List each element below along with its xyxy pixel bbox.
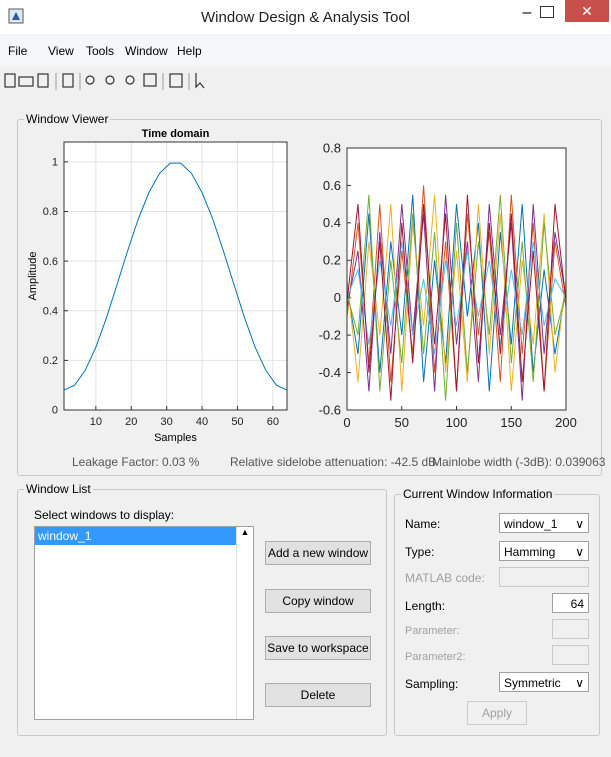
preview-icon[interactable] (37, 73, 49, 88)
y-tick-label: 0.8 (43, 206, 58, 218)
axes-box (63, 141, 288, 411)
window-title: Window Design & Analysis Tool (201, 9, 410, 26)
toolbar (4, 73, 205, 90)
zoom-in-icon[interactable] (85, 75, 95, 85)
panel-title: Window Viewer (24, 112, 111, 126)
app-icon (8, 8, 24, 24)
panel-title: Current Window Information (401, 487, 555, 501)
x-tick-label: 50 (231, 416, 243, 428)
delete-button[interactable]: Delete (265, 683, 371, 707)
y-tick-label: 0 (334, 290, 341, 305)
window-viewer-panel: Window Viewer (17, 112, 602, 476)
plot-lines (346, 185, 567, 401)
list-item[interactable]: window_1 (35, 527, 237, 545)
x-tick-label: 0 (343, 415, 350, 430)
minimize-button[interactable]: – (522, 4, 532, 21)
y-tick-label: 0.2 (323, 253, 341, 268)
help-icon[interactable] (195, 73, 205, 89)
data-line (346, 194, 567, 401)
field-value: Hamming (504, 545, 556, 559)
chart-title: Time domain (142, 128, 210, 140)
leakage-factor: Leakage Factor: 0.03 % (72, 455, 200, 469)
field-value: Symmetric (504, 676, 561, 690)
length-field[interactable]: 64 (552, 593, 589, 613)
x-tick-label: 40 (196, 416, 208, 428)
copy-icon[interactable] (62, 73, 74, 88)
x-tick-label: 100 (446, 415, 468, 430)
y-tick-label: 0.6 (323, 178, 341, 193)
zoom-x-icon[interactable] (105, 75, 115, 85)
save-workspace-button[interactable]: Save to workspace (265, 636, 371, 660)
menu-item[interactable]: Tools (86, 44, 115, 58)
mainlobe-width: Mainlobe width (-3dB): 0.039063 (432, 455, 606, 469)
parameter-field (552, 619, 589, 639)
data-line (63, 162, 288, 391)
y-tick-label: 0.8 (323, 140, 341, 155)
menu-item[interactable]: View (48, 44, 74, 58)
y-tick-label: 0 (52, 405, 58, 417)
data-line (346, 194, 567, 401)
sampling-dropdown[interactable]: Symmetric ∨ (499, 672, 589, 692)
apply-button[interactable]: Apply (467, 701, 527, 725)
menu-bar: File View Tools Window Help (0, 34, 611, 66)
field-label: Name: (405, 517, 441, 531)
field-value: window_1 (504, 517, 558, 531)
list-prompt: Select windows to display: (34, 508, 175, 522)
time-domain-chart: 0 0.2 0.4 0.6 0.8 1 10 20 30 40 50 60 Time domain Sam… (27, 128, 288, 444)
copy-window-button[interactable]: Copy window (265, 589, 371, 613)
window-list-panel: Window List Select windows to display: w… (17, 482, 387, 736)
y-tick-label: 0.4 (323, 215, 341, 230)
x-tick-label: 150 (500, 415, 522, 430)
y-tick-label: 1 (52, 157, 58, 169)
plot-area (64, 142, 287, 410)
full-view-icon[interactable] (143, 73, 157, 87)
y-tick-label: 0.4 (43, 305, 58, 317)
y-tick-label: -0.6 (319, 402, 341, 417)
x-tick-label: 60 (267, 416, 279, 428)
y-tick-label: 0.2 (43, 355, 58, 367)
field-label: MATLAB code: (405, 571, 485, 585)
panel-title: Window List (24, 482, 93, 496)
field-value: 64 (570, 597, 584, 611)
add-window-button[interactable]: Add a new window (265, 541, 371, 565)
window-listbox[interactable]: window_1 ▲ (34, 526, 254, 720)
field-label: Sampling: (405, 677, 459, 691)
axes-box (346, 147, 567, 411)
x-tick-label: 20 (125, 416, 137, 428)
y-tick-label: -0.2 (319, 327, 341, 342)
print-icon[interactable] (18, 76, 34, 87)
field-label: Length: (405, 599, 446, 613)
y-axis-label: Amplitude (27, 252, 39, 301)
menu-item[interactable]: File (8, 44, 28, 58)
maximize-button[interactable] (540, 6, 554, 18)
menu-item[interactable]: Window (125, 44, 168, 58)
new-icon[interactable] (4, 73, 16, 88)
x-tick-label: 30 (161, 416, 173, 428)
close-button[interactable]: ✕ (565, 0, 609, 22)
y-tick-label: 0.6 (43, 256, 58, 268)
data-line (346, 241, 567, 354)
title-bar: Window Design & Analysis Tool – ✕ (0, 0, 611, 34)
x-tick-label: 200 (555, 415, 577, 430)
sidelobe-attenuation: Relative sidelobe attenuation: -42.5 dB (230, 455, 437, 469)
name-dropdown[interactable]: window_1 ∨ (499, 513, 589, 533)
code-field (499, 567, 589, 587)
zoom-y-icon[interactable] (125, 75, 135, 85)
legend-icon[interactable] (169, 73, 183, 88)
x-tick-label: 10 (90, 416, 102, 428)
window-info-panel: Current Window Information Name: window_… (394, 487, 600, 736)
menu-item[interactable]: Help (177, 44, 202, 58)
y-tick-label: -0.4 (319, 365, 341, 380)
x-axis-label: Samples (154, 432, 197, 444)
plot-lines (63, 162, 288, 391)
field-label: Type: (405, 545, 435, 559)
scrollbar[interactable]: ▲ (236, 527, 253, 719)
parameter2-field (552, 645, 589, 665)
x-tick-label: 50 (395, 415, 409, 430)
field-label: Parameter: (405, 625, 460, 637)
signal-chart: -0.6 -0.4 -0.2 0 0.2 0.4 0.6 0.8 0 50 100 150 200 (319, 140, 577, 430)
field-label: Parameter2: (405, 651, 466, 663)
type-dropdown[interactable]: Hamming ∨ (499, 541, 589, 561)
